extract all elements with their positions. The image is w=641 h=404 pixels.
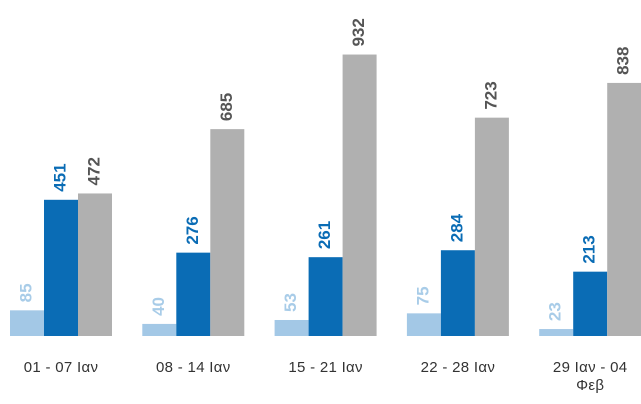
x-tick-label: 08 - 14 Ιαν xyxy=(156,359,231,376)
value-label: 85 xyxy=(16,283,35,302)
value-label: 75 xyxy=(413,286,432,305)
value-label: 472 xyxy=(84,157,103,185)
value-label: 932 xyxy=(349,18,368,46)
x-tick-label: 22 - 28 Ιαν xyxy=(420,359,496,376)
bar xyxy=(44,199,78,336)
x-tick-label: 29 Ιαν - 04 Φεβ xyxy=(552,359,628,394)
bar xyxy=(573,271,608,336)
x-tick-label: 01 - 07 Ιαν xyxy=(23,359,99,376)
value-label: 213 xyxy=(580,235,599,263)
value-label: 685 xyxy=(217,93,236,121)
value-label: 723 xyxy=(481,81,500,109)
bar xyxy=(210,129,245,336)
bar xyxy=(539,329,574,336)
value-label: 284 xyxy=(447,213,466,242)
x-tick-label: 15 - 21 Ιαν xyxy=(288,359,363,376)
value-label: 451 xyxy=(50,163,69,191)
value-label: 838 xyxy=(614,47,633,75)
value-label: 276 xyxy=(183,216,202,244)
bar xyxy=(10,310,44,336)
bar xyxy=(142,323,177,336)
bar xyxy=(176,252,211,336)
value-label: 261 xyxy=(315,221,334,249)
value-label: 53 xyxy=(281,293,300,312)
bar xyxy=(440,250,475,336)
value-label: 23 xyxy=(546,302,565,321)
bar xyxy=(342,54,377,336)
bar xyxy=(274,319,309,336)
value-label: 40 xyxy=(149,297,168,316)
bar xyxy=(78,193,112,336)
bar xyxy=(308,257,343,336)
bar xyxy=(474,117,509,337)
bar xyxy=(607,82,641,336)
bar xyxy=(406,313,441,336)
